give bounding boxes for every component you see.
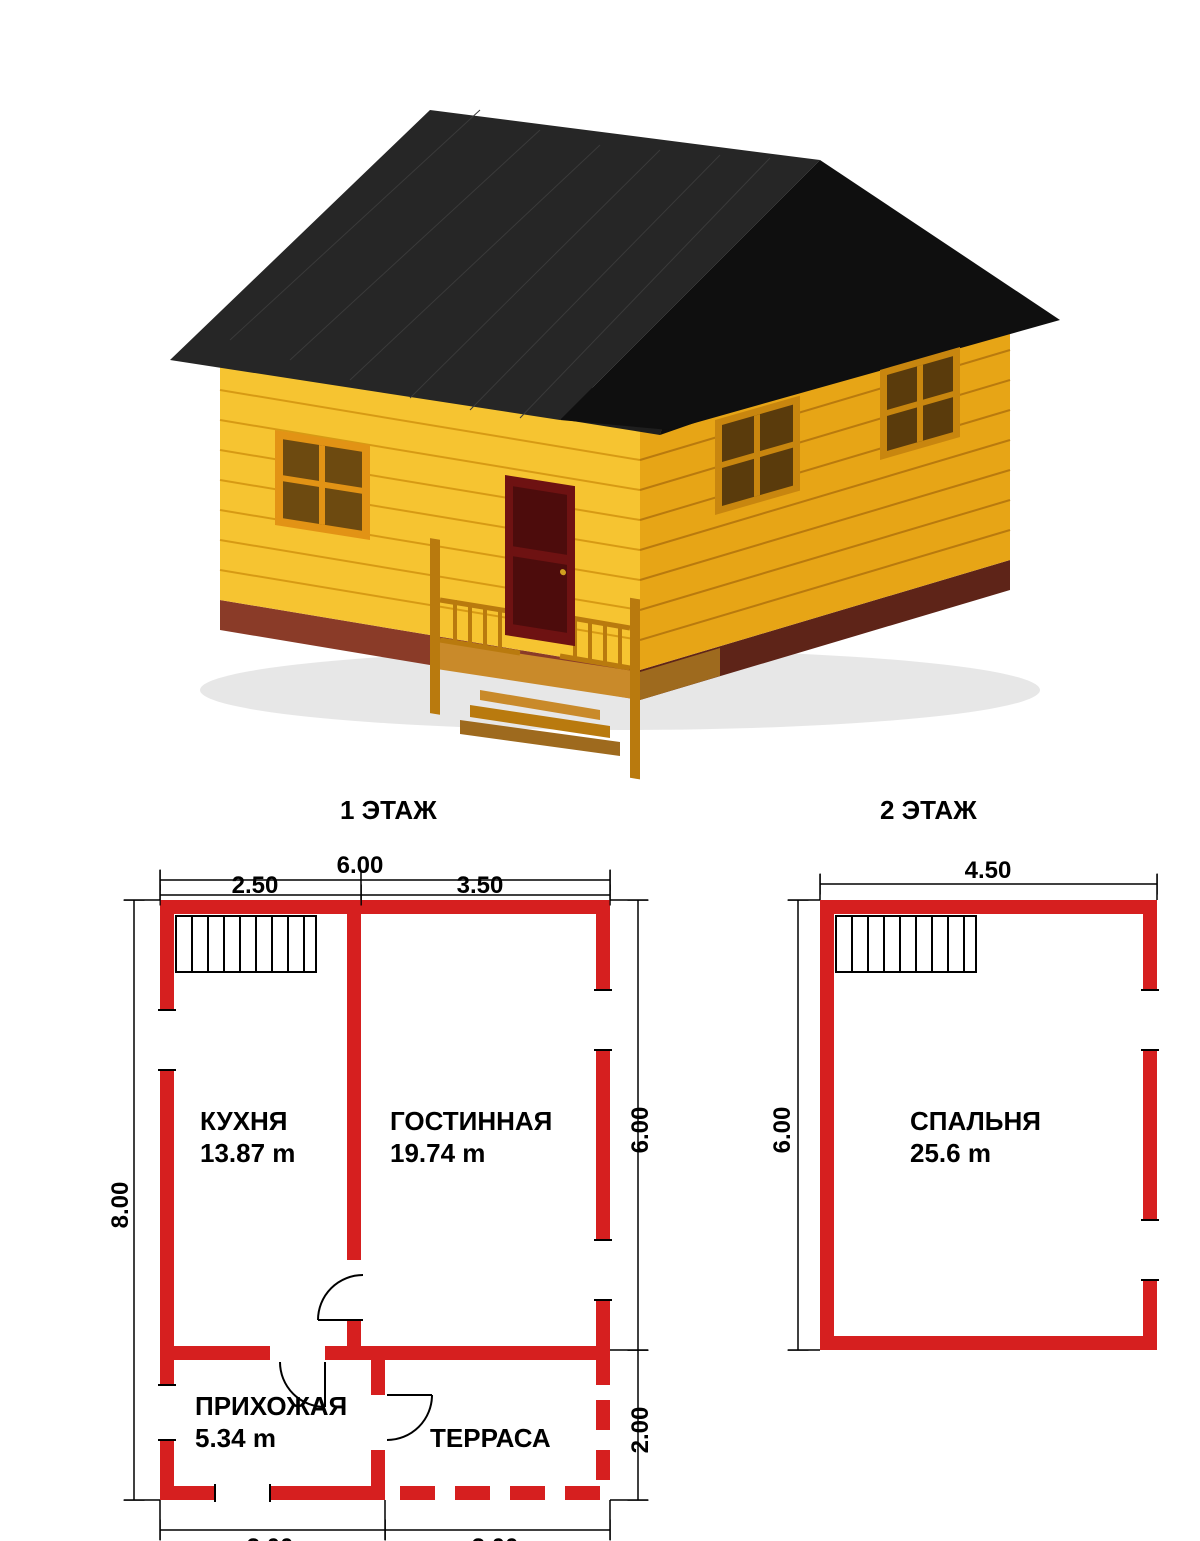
dim-f2-top: 4.50 [965,857,1012,884]
bedroom-area: 25.6 m [910,1138,991,1168]
dim-f1-top-left: 2.50 [232,872,279,899]
stage: 1 ЭТАЖ 2 ЭТАЖ [0,0,1200,1541]
dim-f1-top-right: 3.50 [457,872,504,899]
hall-name: ПРИХОЖАЯ [195,1391,347,1421]
front-door [505,475,575,646]
kitchen-area: 13.87 m [200,1138,295,1168]
living-area: 19.74 m [390,1138,485,1168]
dim-f2-left: 6.00 [769,1107,796,1154]
front-window-left [275,430,370,540]
kitchen-name: КУХНЯ [200,1106,288,1136]
dim-f1-bottom-left: 3.00 [247,1534,294,1541]
dim-f1-left: 8.00 [107,1182,134,1229]
terrace-name: ТЕРРАСА [430,1423,551,1453]
living-name: ГОСТИННАЯ [390,1106,552,1136]
hall-area: 5.34 m [195,1423,276,1453]
dim-f1-right6: 6.00 [627,1107,654,1154]
dim-f1-right2: 2.00 [627,1407,654,1454]
floor-plans: КУХНЯ 13.87 m ГОСТИННАЯ 19.74 m ПРИХОЖАЯ… [0,790,1200,1541]
bedroom-name: СПАЛЬНЯ [910,1106,1041,1136]
stairs-floor1 [176,916,316,972]
house-illustration [0,0,1200,780]
dim-f1-bottom-right: 3.00 [472,1534,519,1541]
stairs-floor2 [836,916,976,972]
dim-f1-top-total: 6.00 [337,852,384,879]
